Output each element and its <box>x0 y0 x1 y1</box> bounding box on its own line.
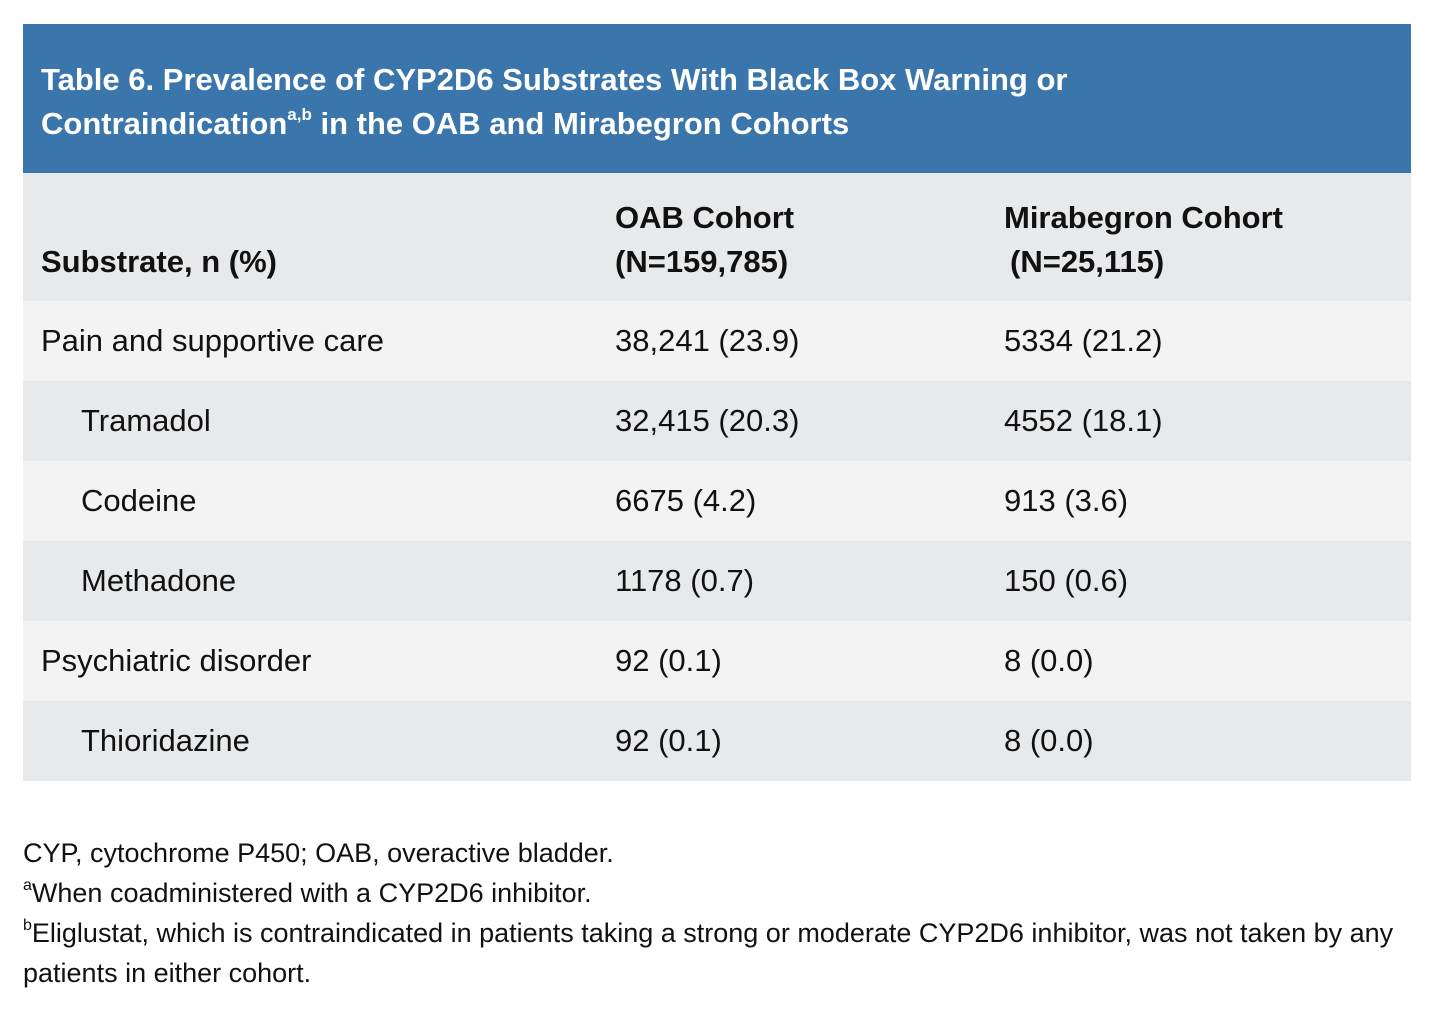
table-title: Table 6. Prevalence of CYP2D6 Substrates… <box>23 24 1411 173</box>
header-mirabegron-cohort: Mirabegron Cohort (N=25,115) <box>1004 196 1283 284</box>
cell-oab: 92 (0.1) <box>615 723 722 758</box>
cell-substrate: Thioridazine <box>81 723 250 758</box>
cell-substrate: Methadone <box>81 563 237 598</box>
table-header-row: Substrate, n (%) OAB Cohort (N=159,785) … <box>23 173 1411 301</box>
footnote-b-mark: b <box>23 917 32 934</box>
footnote-a-text: When coadministered with a CYP2D6 inhibi… <box>31 878 592 908</box>
cell-mirabegron: 4552 (18.1) <box>1004 403 1163 438</box>
cell-substrate: Codeine <box>81 483 197 518</box>
cell-mirabegron: 5334 (21.2) <box>1004 323 1163 358</box>
header-mirabegron-n: (N=25,115) <box>1010 244 1165 279</box>
cell-mirabegron: 913 (3.6) <box>1004 483 1129 518</box>
cell-substrate: Psychiatric disorder <box>41 643 312 678</box>
header-oab-n: (N=159,785) <box>615 244 789 279</box>
table-row: Thioridazine 92 (0.1) 8 (0.0) <box>23 701 1411 781</box>
footnote-abbreviations: CYP, cytochrome P450; OAB, overactive bl… <box>23 838 614 868</box>
data-table: Table 6. Prevalence of CYP2D6 Substrates… <box>23 24 1411 781</box>
footnote-a-mark: a <box>23 877 32 894</box>
cell-mirabegron: 8 (0.0) <box>1004 723 1094 758</box>
cell-oab: 32,415 (20.3) <box>615 403 800 438</box>
title-line-2: Contraindicationa,b in the OAB and Mirab… <box>41 102 1393 146</box>
table-row: Pain and supportive care 38,241 (23.9) 5… <box>23 301 1411 381</box>
header-substrate: Substrate, n (%) <box>41 244 277 279</box>
table-row: Methadone 1178 (0.7) 150 (0.6) <box>23 541 1411 621</box>
cell-mirabegron: 8 (0.0) <box>1004 643 1094 678</box>
table-row: Psychiatric disorder 92 (0.1) 8 (0.0) <box>23 621 1411 701</box>
title-superscript: a,b <box>287 104 312 124</box>
table-footnotes: CYP, cytochrome P450; OAB, overactive bl… <box>23 833 1413 993</box>
cell-oab: 38,241 (23.9) <box>615 323 800 358</box>
footnote-b-text: Eliglustat, which is contraindicated in … <box>23 918 1394 988</box>
cell-oab: 6675 (4.2) <box>615 483 757 518</box>
footnote-a: aWhen coadministered with a CYP2D6 inhib… <box>23 873 1413 913</box>
title-line-2-main: Contraindication <box>41 106 288 141</box>
header-oab-title: OAB Cohort <box>615 200 795 235</box>
cell-oab: 1178 (0.7) <box>615 563 755 598</box>
cell-substrate: Pain and supportive care <box>41 323 384 358</box>
header-oab-cohort: OAB Cohort (N=159,785) <box>615 196 794 284</box>
cell-substrate: Tramadol <box>81 403 211 438</box>
table-row: Tramadol 32,415 (20.3) 4552 (18.1) <box>23 381 1411 461</box>
cell-oab: 92 (0.1) <box>615 643 722 678</box>
title-line-1: Table 6. Prevalence of CYP2D6 Substrates… <box>41 62 1068 97</box>
footnote-b: bEliglustat, which is contraindicated in… <box>23 913 1413 993</box>
title-line-2-rest: in the OAB and Mirabegron Cohorts <box>311 106 850 141</box>
table-row: Codeine 6675 (4.2) 913 (3.6) <box>23 461 1411 541</box>
cell-mirabegron: 150 (0.6) <box>1004 563 1129 598</box>
header-mirabegron-title: Mirabegron Cohort <box>1004 200 1283 235</box>
